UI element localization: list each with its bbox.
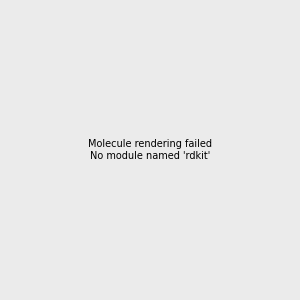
Text: Molecule rendering failed
No module named 'rdkit': Molecule rendering failed No module name… bbox=[88, 139, 212, 161]
